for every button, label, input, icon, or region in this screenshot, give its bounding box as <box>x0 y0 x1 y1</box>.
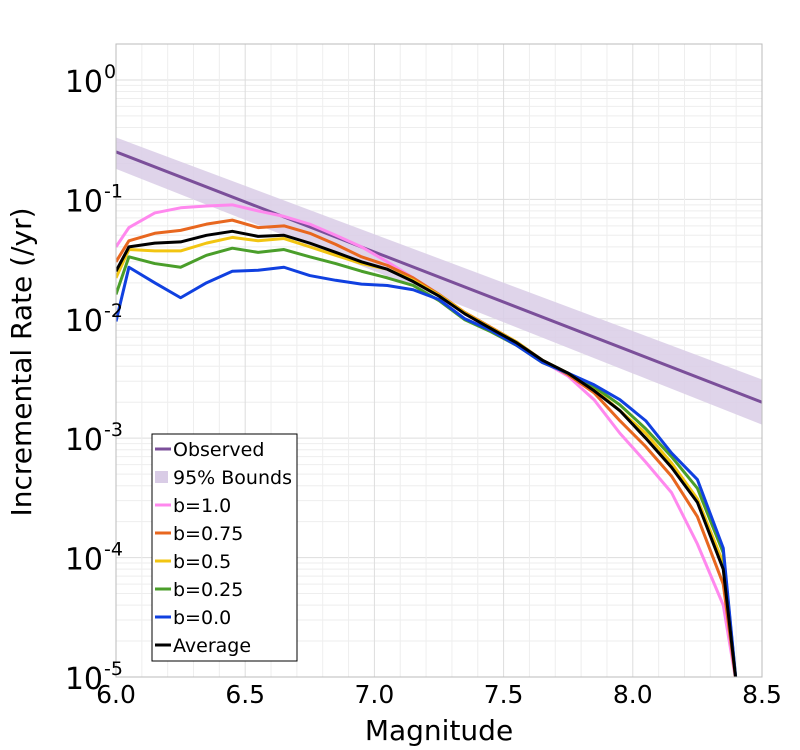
series-line-b-0-0 <box>116 265 738 677</box>
series-line-average <box>116 229 738 677</box>
series-line-observed <box>116 150 762 404</box>
y-tick-exponent: 0 <box>104 61 116 83</box>
legend-label-b-0-75: b=0.75 <box>173 523 243 545</box>
legend-label-b-0-25: b=0.25 <box>173 579 243 601</box>
y-tick-exponent: -3 <box>104 419 123 441</box>
y-tick-label: 10 <box>65 65 103 100</box>
x-axis-label: Magnitude <box>365 714 513 747</box>
x-tick-label: 6.0 <box>96 680 136 709</box>
y-axis-label: Incremental Rate (/yr) <box>5 207 38 516</box>
bounds-band-layer <box>116 137 762 425</box>
legend: Observed 95% Bounds b=1.0 b=0.75 b=0.5 b=0.25… <box>151 433 298 662</box>
y-tick-exponent: -2 <box>104 300 123 322</box>
legend-label-b-1-0: b=1.0 <box>173 495 231 517</box>
y-tick-label: 10 <box>65 304 103 339</box>
x-tick-label: 8.5 <box>742 680 782 709</box>
legend-label-95-bounds: 95% Bounds <box>173 467 292 489</box>
legend-box <box>151 433 298 662</box>
legend-label-average: Average <box>173 635 251 657</box>
legend-label-b-0-5: b=0.5 <box>173 551 231 573</box>
x-tick-label: 8.0 <box>613 680 653 709</box>
legend-label-observed: Observed <box>173 439 264 461</box>
x-tick-label: 7.5 <box>484 680 524 709</box>
bounds-band <box>116 137 762 425</box>
y-tick-label: 10 <box>65 423 103 458</box>
x-tick-label: 7.0 <box>355 680 395 709</box>
y-tick-label: 10 <box>65 184 103 219</box>
plot-frame <box>115 43 763 678</box>
y-tick-exponent: -5 <box>104 658 123 680</box>
y-tick-exponent: -1 <box>104 180 123 202</box>
x-tick-labels: 6.0 6.5 7.0 7.5 8.0 8.5 <box>96 680 782 709</box>
x-tick-label: 6.5 <box>225 680 265 709</box>
series-layer <box>116 150 762 677</box>
legend-label-b-0-0: b=0.0 <box>173 607 231 629</box>
y-tick-label: 10 <box>65 543 103 578</box>
y-tick-exponent: -4 <box>104 539 123 561</box>
legend-swatch-95-bounds <box>155 471 168 483</box>
y-tick-label: 10 <box>65 662 103 697</box>
